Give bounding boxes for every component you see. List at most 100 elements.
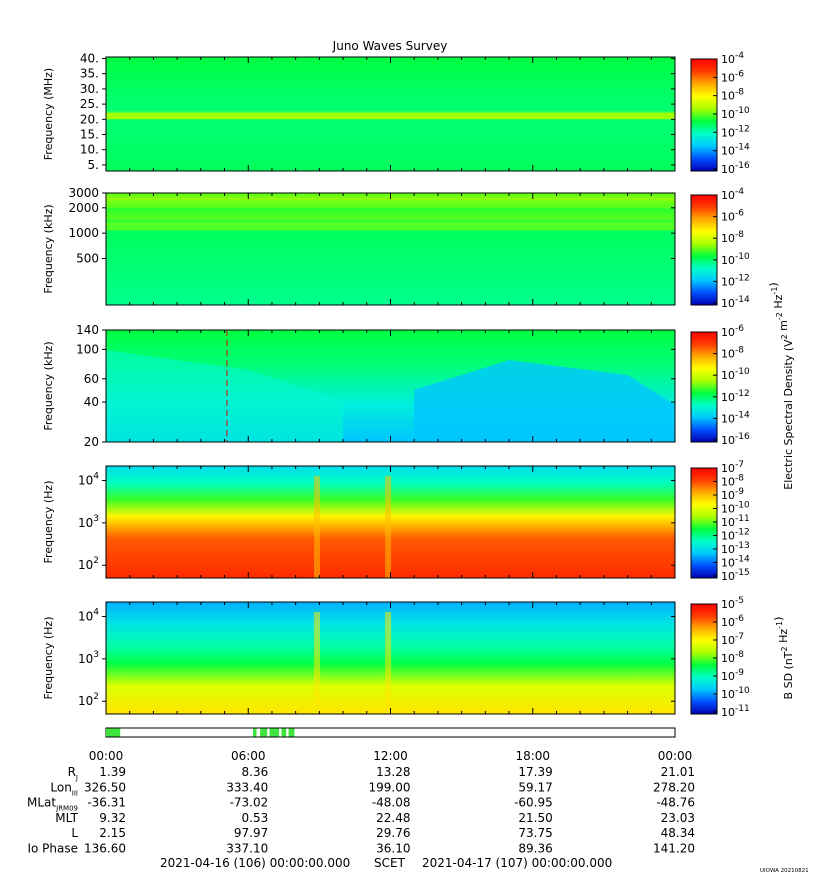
colorbar-tick-label: 10-6 bbox=[721, 614, 744, 629]
y-tick-label: 15. bbox=[80, 128, 99, 142]
burst-indicator-bar bbox=[105, 727, 676, 738]
ephemeris-value: -60.95 bbox=[514, 796, 553, 810]
burst-interval bbox=[106, 728, 121, 737]
ephemeris-value: 199.00 bbox=[369, 780, 411, 794]
burst-bar-frame bbox=[105, 727, 676, 738]
y-axis-label: Frequency (kHz) bbox=[42, 341, 55, 430]
emission-band bbox=[106, 200, 675, 209]
time-tick-label: 18:00 bbox=[515, 749, 550, 763]
y-tick-label: 104 bbox=[78, 472, 99, 488]
colorbar-tick-label: 10-10 bbox=[721, 501, 750, 516]
colorbar-tick-label: 10-4 bbox=[721, 187, 744, 202]
time-tick-label: 00:00 bbox=[658, 749, 693, 763]
ephemeris-label: L bbox=[71, 826, 78, 840]
ephemeris-label: LonIII bbox=[50, 780, 78, 797]
footer-scet-label: SCET bbox=[374, 856, 406, 870]
colorbar-tick-label: 10-8 bbox=[721, 88, 744, 103]
low-intensity-region bbox=[106, 350, 344, 442]
ephemeris-value: 36.10 bbox=[376, 842, 410, 856]
ephemeris-value: 141.20 bbox=[653, 842, 695, 856]
colorbar-scale bbox=[690, 194, 718, 306]
colorbar-tick-label: 10-10 bbox=[721, 367, 750, 382]
colorbar-tick-label: 10-14 bbox=[721, 295, 750, 310]
ephemeris-label: MLatJRM09 bbox=[27, 796, 78, 813]
y-tick-label: 2000 bbox=[68, 201, 99, 215]
ephemeris-value: 17.39 bbox=[518, 765, 552, 779]
time-axis: 00:00 06:00 12:00 18:00 00:00 bbox=[89, 749, 693, 763]
colorbar-tick-label: 10-13 bbox=[721, 541, 750, 556]
footer-start-time: 2021-04-16 (106) 00:00:00.000 bbox=[160, 856, 350, 870]
burst-feature bbox=[314, 476, 321, 578]
colorbar-scale bbox=[690, 467, 718, 579]
colorbar-scale bbox=[690, 603, 718, 715]
colorbar-tick-label: 10-7 bbox=[721, 460, 744, 475]
colorbar-tick-label: 10-15 bbox=[721, 568, 750, 583]
y-tick-label: 102 bbox=[78, 692, 99, 708]
ephemeris-value: 9.32 bbox=[99, 811, 126, 825]
emission-band bbox=[106, 222, 675, 231]
colorbar-label: B SD (nT2 Hz-1) bbox=[772, 617, 795, 700]
colorbar-5: 10-11 10-10 10-9 10-8 10-7 10-6 10-5 B SD (nT2 … bbox=[690, 596, 795, 719]
colorbar-tick-label: 10-14 bbox=[721, 143, 750, 158]
burst-interval bbox=[288, 728, 295, 737]
ephemeris-value: 0.53 bbox=[242, 811, 269, 825]
colorbar-tick-label: 10-8 bbox=[721, 474, 744, 489]
y-tick-label: 20. bbox=[80, 112, 99, 126]
y-tick-label: 40. bbox=[80, 52, 99, 66]
y-axis-label: Frequency (kHz) bbox=[42, 204, 55, 293]
colorbar-tick-label: 10-8 bbox=[721, 650, 744, 665]
ephemeris-value: -73.02 bbox=[230, 796, 269, 810]
ephemeris-table: RJ 1.39 8.36 13.28 17.39 21.01 LonIII 326.50 333… bbox=[27, 765, 695, 856]
colorbar-tick-label: 10-16 bbox=[721, 432, 750, 447]
colorbar-3: 10-16 10-14 10-12 10-10 10-8 10-6 Electric Spe… bbox=[690, 282, 795, 490]
ephemeris-value: 333.40 bbox=[226, 780, 268, 794]
colorbar-tick-label: 10-10 bbox=[721, 686, 750, 701]
y-tick-label: 140 bbox=[76, 323, 99, 337]
y-axis-label: Frequency (Hz) bbox=[42, 481, 55, 564]
colorbar-tick-label: 10-6 bbox=[721, 69, 744, 84]
ephemeris-label: MLT bbox=[55, 811, 78, 825]
colorbar-tick-label: 10-14 bbox=[721, 555, 750, 570]
footer-end-time: 2021-04-17 (107) 00:00:00.000 bbox=[422, 856, 612, 870]
colorbar-tick-label: 10-8 bbox=[721, 346, 744, 361]
ephemeris-value: 8.36 bbox=[242, 765, 269, 779]
colorbar-scale bbox=[690, 331, 718, 443]
burst-feature bbox=[385, 612, 392, 714]
ephemeris-value: 1.39 bbox=[99, 765, 126, 779]
colorbar-tick-label: 10-16 bbox=[721, 161, 750, 176]
y-tick-label: 30. bbox=[80, 82, 99, 96]
ephemeris-value: 73.75 bbox=[518, 826, 552, 840]
burst-interval bbox=[260, 728, 268, 737]
panel-1: 5.10.15. 20.25.30.35.40. Frequency (MHz) 10… bbox=[42, 51, 750, 176]
y-tick-label: 102 bbox=[78, 556, 99, 572]
ephemeris-value: 97.97 bbox=[234, 826, 268, 840]
ephemeris-value: 89.36 bbox=[518, 842, 552, 856]
emission-band bbox=[106, 113, 675, 120]
colorbar-tick-label: 10-8 bbox=[721, 230, 744, 245]
y-axis-label: Frequency (Hz) bbox=[42, 617, 55, 700]
colorbar-tick-label: 10-12 bbox=[721, 124, 750, 139]
y-tick-label: 500 bbox=[76, 251, 99, 265]
time-tick-label: 00:00 bbox=[89, 749, 124, 763]
ephemeris-label: Io Phase bbox=[27, 842, 78, 856]
ephemeris-value: 2.15 bbox=[99, 826, 126, 840]
y-tick-label: 40 bbox=[84, 395, 99, 409]
colorbar-tick-label: 10-14 bbox=[721, 410, 750, 425]
ephemeris-value: 136.60 bbox=[84, 842, 126, 856]
colorbar-scale bbox=[690, 58, 718, 172]
burst-interval bbox=[269, 728, 280, 737]
colorbar-tick-label: 10-10 bbox=[721, 106, 750, 121]
y-tick-label: 5. bbox=[88, 158, 99, 172]
burst-interval bbox=[281, 728, 287, 737]
colorbar-1: 10-16 10-14 10-12 10-10 10-8 10-6 10-4 bbox=[690, 51, 750, 176]
burst-feature bbox=[385, 476, 392, 578]
colorbar-tick-label: 10-6 bbox=[721, 209, 744, 224]
low-intensity-region bbox=[414, 360, 675, 442]
ephemeris-value: 23.03 bbox=[661, 811, 695, 825]
ephemeris-value: 21.50 bbox=[518, 811, 552, 825]
y-tick-label: 104 bbox=[78, 608, 99, 624]
footer-credit: UIOWA 20210821 bbox=[760, 868, 809, 874]
